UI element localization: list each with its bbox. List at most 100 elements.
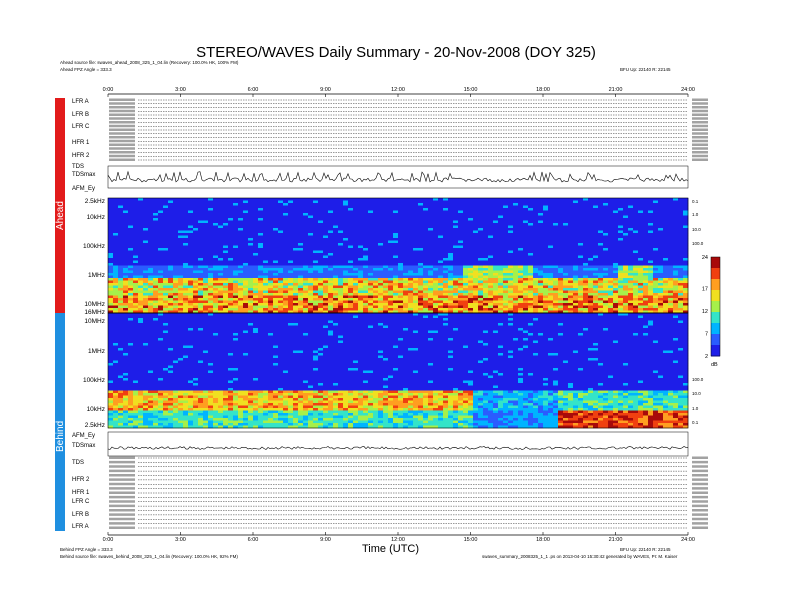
ahead-hk-row-tag	[109, 136, 135, 139]
bottom-tick-label: 21:00	[609, 537, 623, 543]
behind-hk-row-unit	[692, 478, 708, 481]
behind-source-line: Behind source file: swaves_behind_2008_3…	[60, 554, 238, 559]
behind-hk-row-tag	[109, 478, 135, 481]
behind-hk-row-unit	[692, 482, 708, 486]
behind-hk-row-unit	[692, 495, 708, 499]
ahead-panel-label: TDSmax	[72, 172, 95, 178]
ahead-source-line: Ahead source file: swaves_ahead_2008_325…	[60, 60, 239, 65]
ahead-hk-row-tag	[109, 121, 135, 124]
colorbar-segment	[711, 312, 720, 324]
ahead-hk-row-unit	[692, 113, 708, 116]
behind-hk-row-tag	[109, 495, 135, 499]
colorbar-tick: 17	[702, 287, 708, 293]
behind-hk-row-unit	[692, 504, 708, 508]
behind-panel-label: TDSmax	[72, 443, 95, 449]
bottom-tick-label: 9:00	[320, 537, 331, 543]
behind-hk-row-tag	[109, 474, 135, 477]
top-tick-label: 0:00	[103, 87, 114, 93]
behind-hk-row-tag	[109, 522, 135, 525]
behind-hk-row-tag	[109, 509, 135, 512]
ahead-hk-row-unit	[692, 106, 708, 109]
bottom-tick-label: 6:00	[248, 537, 259, 543]
behind-hk-row-tag	[109, 460, 135, 464]
ahead-hk-row-unit	[692, 147, 708, 150]
behind-hk-row-unit	[692, 500, 708, 503]
behind-hk-row-tag	[109, 482, 135, 486]
ahead-hk-row-unit	[692, 158, 708, 161]
behind-hk-row-unit	[692, 487, 708, 490]
ahead-right-scale: 0.1	[692, 199, 699, 204]
top-tick-label: 6:00	[248, 87, 259, 93]
behind-side-bar	[55, 313, 65, 531]
top-tick-label: 21:00	[609, 87, 623, 93]
colorbar-segment	[711, 323, 720, 335]
behind-hk-row-unit	[692, 474, 708, 477]
top-tick-label: 18:00	[536, 87, 550, 93]
behind-freq-tick: 100kHz	[83, 377, 105, 384]
behind-hk-row-tag	[109, 513, 135, 516]
behind-hk-row-unit	[692, 513, 708, 516]
ahead-hk-row-tag	[109, 109, 135, 113]
behind-hk-row-unit	[692, 465, 708, 468]
ahead-hk-row-tag	[109, 143, 135, 146]
ahead-right-scale: 100.0	[692, 241, 704, 246]
footer-right-top-behind: BFU Up: 22140 R: 22145	[620, 547, 671, 552]
behind-hk-row-unit	[692, 469, 708, 473]
bottom-tick-label: 18:00	[536, 537, 550, 543]
ahead-side-bar	[55, 98, 65, 313]
ahead-hk-row-tag	[109, 98, 135, 101]
ahead-freq-tick: 2.5kHz	[85, 198, 105, 205]
ahead-hk-row-tag	[109, 113, 135, 116]
colorbar-tick: 12	[702, 309, 708, 315]
ahead-hk-row-tag	[109, 147, 135, 150]
colorbar-tick: 7	[705, 332, 708, 338]
ahead-freq-tick: 100kHz	[83, 243, 105, 250]
behind-panel-label: LFR A	[72, 524, 89, 530]
behind-panel-label: TDS	[72, 460, 84, 466]
page-title: STEREO/WAVES Daily Summary - 20-Nov-2008…	[196, 44, 596, 61]
behind-tds-box	[107, 431, 689, 457]
behind-panel-label: LFR C	[72, 499, 90, 505]
ahead-hk-row-unit	[692, 124, 708, 128]
bottom-tick-label: 0:00	[103, 537, 114, 543]
ahead-hk-row-unit	[692, 143, 708, 146]
behind-hk-row-tag	[109, 465, 135, 468]
colorbar-segment	[711, 279, 720, 291]
ahead-hk-row-unit	[692, 132, 708, 135]
ahead-panel-label: TDS	[72, 164, 84, 170]
ahead-hk-row-tag	[109, 102, 135, 105]
bottom-tick-label: 12:00	[391, 537, 405, 543]
ahead-hk-row-unit	[692, 117, 708, 120]
top-tick-label: 3:00	[175, 87, 186, 93]
ahead-fpz-line: Ahead FPZ Angle = 333.3	[60, 67, 112, 72]
ahead-freq-tick: 10MHz	[84, 301, 105, 308]
ahead-hk-row-tag	[109, 106, 135, 109]
ahead-hk-row-tag	[109, 124, 135, 128]
ahead-hk-row-unit	[692, 102, 708, 105]
ahead-right-scale: 10.0	[692, 227, 701, 232]
ahead-hk-row-unit	[692, 154, 708, 158]
ahead-hk-row-unit	[692, 136, 708, 139]
ahead-hk-row-unit	[692, 128, 708, 131]
behind-hk-row-unit	[692, 509, 708, 512]
ahead-panel-label: HFR 1	[72, 140, 90, 146]
colorbar-segment	[711, 290, 720, 302]
behind-hk-row-tag	[109, 491, 135, 494]
x-axis-label: Time (UTC)	[362, 543, 420, 555]
colorbar-segment	[711, 345, 720, 357]
ahead-side-label: Ahead	[55, 201, 66, 230]
colorbar-segment	[711, 257, 720, 269]
ahead-panel-label: LFR B	[72, 112, 89, 118]
ahead-spectrogram	[108, 198, 689, 314]
footer-right-top: BFU Up: 22140 R: 22145	[620, 67, 671, 72]
behind-freq-tick: 1MHz	[88, 348, 105, 355]
behind-panel-label: HFR 1	[72, 490, 90, 496]
behind-hk-row-unit	[692, 491, 708, 494]
ahead-hk-row-tag	[109, 117, 135, 120]
ahead-panel-label: LFR C	[72, 124, 90, 130]
behind-side-label: Behind	[55, 421, 66, 452]
behind-panel-label: LFR B	[72, 512, 89, 518]
ahead-freq-tick: 16MHz	[84, 309, 105, 316]
bottom-tick-label: 3:00	[175, 537, 186, 543]
